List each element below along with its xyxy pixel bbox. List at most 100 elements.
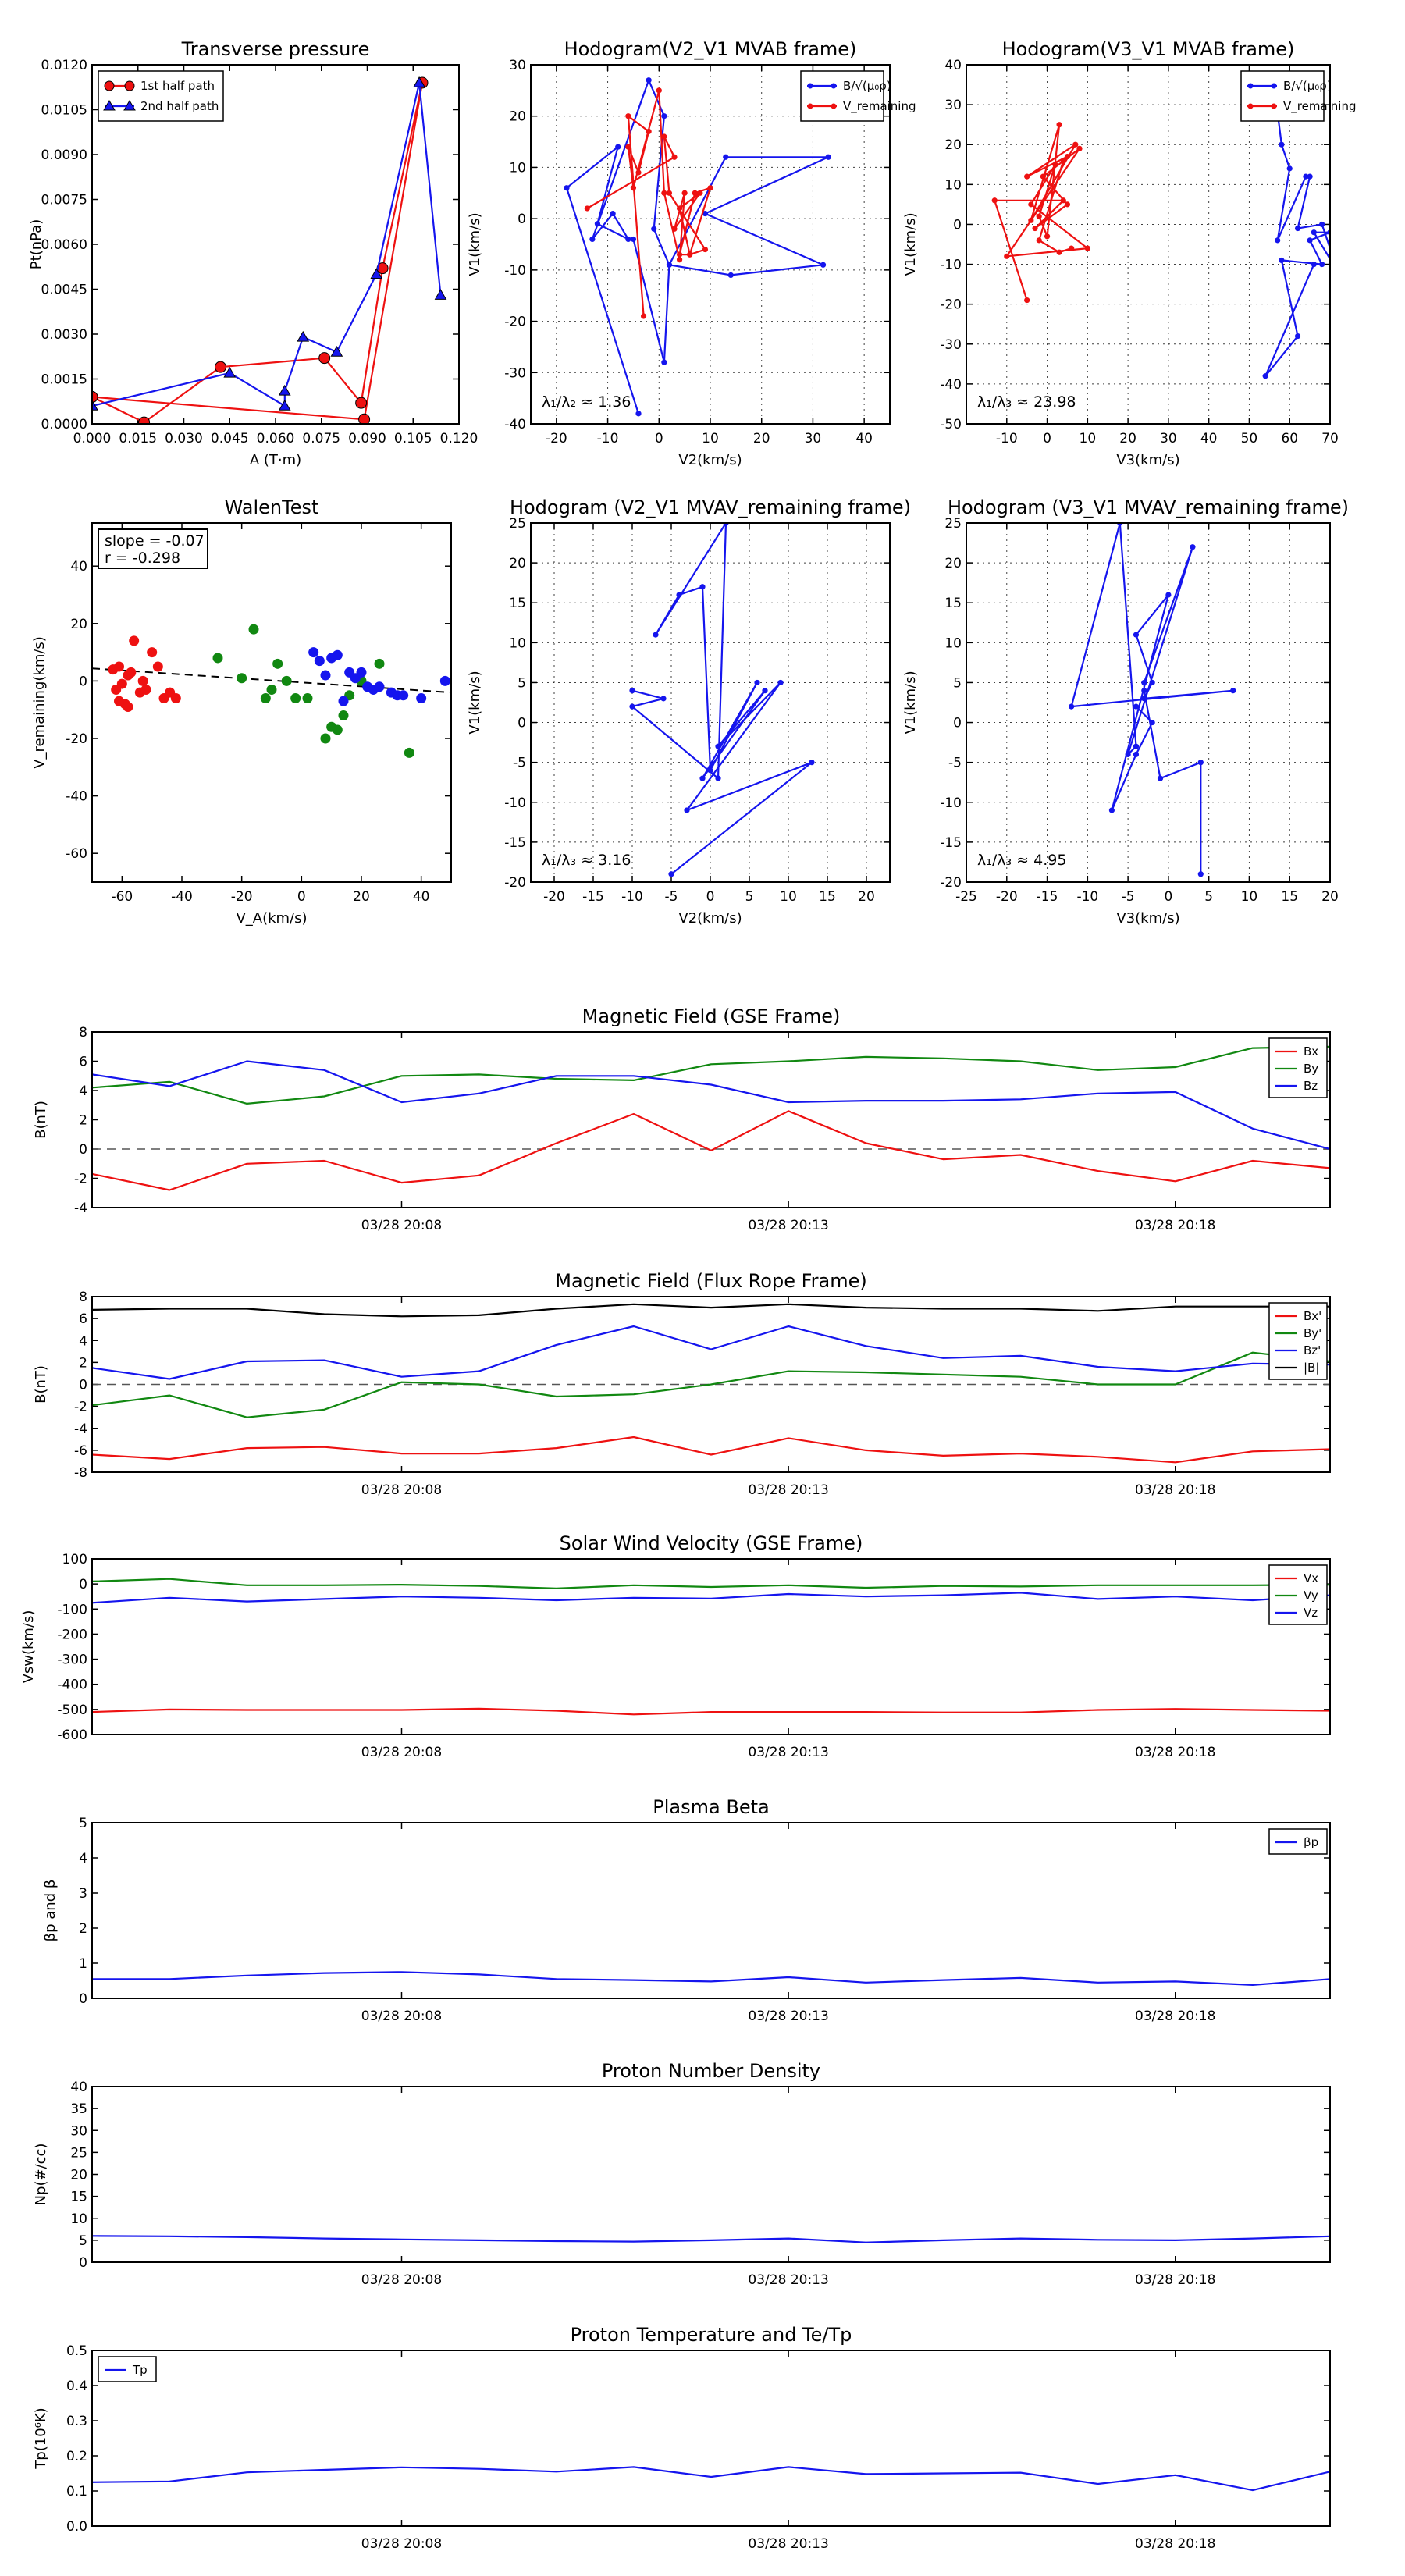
data-point <box>290 692 301 703</box>
plot-area <box>92 1303 1330 1464</box>
x-tick-label: -20 <box>996 889 1018 905</box>
stats-line: r = -0.298 <box>105 550 180 567</box>
y-tick-label: -2 <box>74 1400 87 1415</box>
data-point <box>129 635 140 646</box>
x-tick-label: 20 <box>1119 431 1136 447</box>
x-tick-label: 0.000 <box>73 431 112 447</box>
data-point <box>702 210 709 217</box>
chart-tpr: Proton Temperature and Te/Tp 0.0 0.1 0.2 0.3… <box>33 2324 1331 2552</box>
legend-label: Vz <box>1304 1606 1318 1620</box>
y-tick-label: -4 <box>74 1421 87 1437</box>
data-point <box>635 411 642 417</box>
data-point <box>651 226 657 232</box>
y-tick-label: -40 <box>504 417 526 432</box>
y-tick-label: 0.0075 <box>41 193 87 208</box>
y-tick-label: -40 <box>66 789 87 805</box>
legend-marker <box>807 83 813 89</box>
data-point <box>374 681 385 692</box>
y-axis-label: Tp(10⁶K) <box>33 2407 49 2469</box>
y-tick-label: 5 <box>953 675 962 691</box>
fit-line <box>92 667 451 694</box>
data-point <box>1141 688 1147 694</box>
x-tick-label: 30 <box>805 431 822 447</box>
chart-walen: WalenTest -60 -40 -20 0 20 40 -60 -40 -20 0 20 40 V_A… <box>31 496 452 927</box>
data-point <box>661 190 667 196</box>
data-point <box>707 767 713 774</box>
y-tick-label: -10 <box>504 263 526 279</box>
data-point <box>1149 719 1155 726</box>
data-point <box>1056 122 1062 128</box>
y-tick-label: 0.0030 <box>41 327 87 343</box>
y-tick-label: -4 <box>74 1201 87 1216</box>
x-axis-label: V2(km/s) <box>678 452 742 468</box>
x-axis-label: V3(km/s) <box>1116 452 1179 468</box>
y-tick-label: 100 <box>62 1552 87 1567</box>
y-tick-label: -20 <box>504 315 526 330</box>
data-point <box>1275 237 1281 244</box>
data-point <box>116 678 127 689</box>
y-tick-label: 40 <box>944 58 962 73</box>
stats-box <box>98 528 208 569</box>
data-point <box>1056 249 1062 255</box>
y-tick-label: 8 <box>79 1025 87 1041</box>
y-tick-label: 0.4 <box>66 2379 87 2394</box>
data-point <box>666 262 673 268</box>
plot-area <box>92 2235 1330 2243</box>
y-tick-label: -15 <box>940 835 962 851</box>
data-point <box>212 653 223 664</box>
legend-label: B/√(μ₀ρ) <box>1283 79 1332 93</box>
data-point <box>320 733 331 744</box>
chart-h1: Hodogram(V2_V1 MVAB frame) -40 -30 -20 -10 0 1… <box>467 38 916 468</box>
y-tick-label: -5 <box>948 756 962 771</box>
data-point <box>1036 237 1042 244</box>
x-tick-label: 03/28 20:18 <box>1135 1218 1215 1233</box>
data-point <box>1064 201 1071 208</box>
data-point <box>625 236 631 243</box>
ratio-annotation: λ₁/λ₃ ≈ 3.16 <box>542 852 631 869</box>
data-point <box>1028 217 1034 223</box>
y-tick-label: 20 <box>944 137 962 153</box>
y-tick-label: 20 <box>70 2168 87 2183</box>
y-tick-label: 10 <box>509 635 526 651</box>
legend-marker <box>123 100 136 111</box>
data-point <box>1307 237 1313 244</box>
y-tick-label: 0.0045 <box>41 283 87 298</box>
y-tick-label: 0.0060 <box>41 237 87 253</box>
x-tick-label: 03/28 20:13 <box>748 1218 828 1233</box>
y-tick-label: 30 <box>944 98 962 113</box>
data-point <box>635 169 642 176</box>
plot-area <box>92 1045 1330 1191</box>
y-tick-label: 15 <box>70 2190 87 2205</box>
y-tick-label: -100 <box>57 1602 87 1617</box>
y-tick-label: 40 <box>70 2080 87 2095</box>
y-tick-label: 0.0015 <box>41 372 87 388</box>
y-tick-label: 0.0120 <box>41 58 87 73</box>
data-point <box>404 747 414 758</box>
chart-mag2: Magnetic Field (Flux Rope Frame) -8 -6 -4 -2… <box>33 1270 1331 1498</box>
data-point <box>594 221 601 227</box>
legend-label: Vy <box>1304 1589 1318 1603</box>
legend-label: V_remaining <box>1283 99 1357 114</box>
data-point <box>398 690 409 701</box>
data-point <box>126 667 137 678</box>
data-point <box>1165 592 1172 598</box>
plot-area <box>92 2466 1330 2492</box>
data-point <box>1064 153 1071 160</box>
y-tick-label: -600 <box>57 1727 87 1743</box>
y-tick-label: -20 <box>66 731 87 747</box>
data-point <box>434 289 447 300</box>
chart-title: Transverse pressure <box>181 38 370 60</box>
y-tick-label: 10 <box>944 177 962 193</box>
chart-h2: Hodogram(V3_V1 MVAB frame) -50 -40 -30 -20 -1… <box>902 38 1357 468</box>
plot-frame <box>91 64 460 425</box>
y-tick-label: 35 <box>70 2101 87 2117</box>
data-point <box>676 257 683 263</box>
y-axis-label: V1(km/s) <box>902 212 919 276</box>
y-tick-label: -20 <box>940 297 962 313</box>
plot-frame <box>91 1031 1331 1208</box>
x-tick-label: 03/28 20:08 <box>361 2536 442 2552</box>
data-point <box>661 133 667 140</box>
x-tick-label: 0.060 <box>257 431 295 447</box>
data-point <box>1141 696 1147 702</box>
data-point <box>358 413 371 424</box>
